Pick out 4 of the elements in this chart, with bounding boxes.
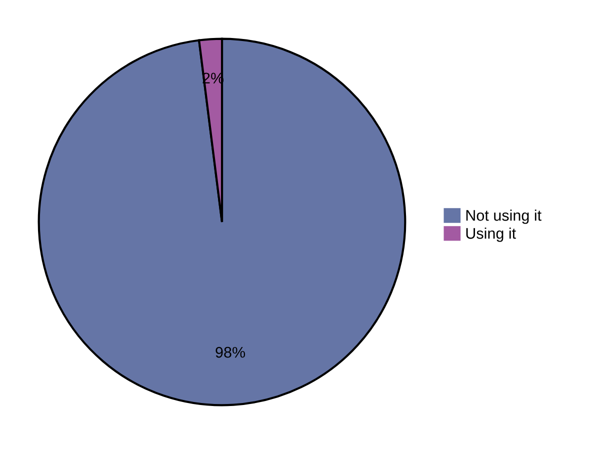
legend-label: Not using it (466, 210, 542, 224)
pie-slice (38, 38, 406, 406)
data-label: 98% (216, 346, 246, 358)
legend-label: Using it (466, 228, 516, 242)
